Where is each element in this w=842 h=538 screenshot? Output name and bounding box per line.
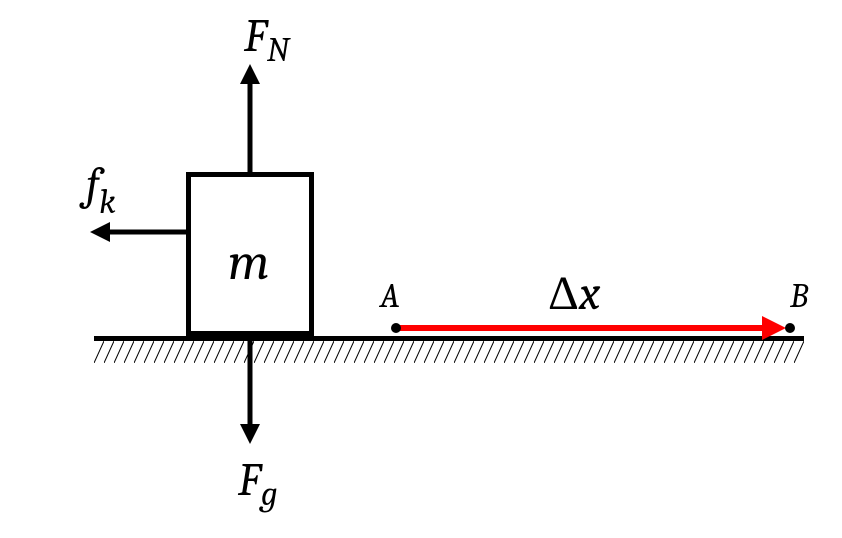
gravity-force-symbol: F: [238, 454, 261, 507]
displacement-arrow: [396, 328, 786, 329]
normal-force-arrow: [250, 64, 251, 172]
physics-diagram: m FN Fg fk Δx A B: [0, 0, 842, 538]
displacement-label: Δx: [548, 266, 600, 321]
displacement-x: x: [579, 266, 600, 321]
friction-force-arrow: [90, 232, 186, 233]
normal-force-label: FN: [244, 10, 289, 70]
point-b-label: B: [790, 276, 808, 316]
point-a-dot: [391, 323, 401, 333]
friction-force-symbol: f: [86, 158, 99, 211]
friction-force-subscript: k: [99, 182, 116, 222]
ground-hatching: [94, 341, 804, 363]
point-b-dot: [785, 323, 795, 333]
normal-force-symbol: F: [244, 10, 267, 63]
gravity-force-arrow: [250, 336, 251, 444]
point-a-label: A: [380, 276, 400, 316]
mass-label: m: [228, 232, 270, 292]
normal-force-subscript: N: [267, 30, 289, 70]
friction-force-label: fk: [86, 158, 116, 218]
gravity-force-subscript: g: [261, 474, 278, 514]
gravity-force-label: Fg: [238, 454, 278, 514]
